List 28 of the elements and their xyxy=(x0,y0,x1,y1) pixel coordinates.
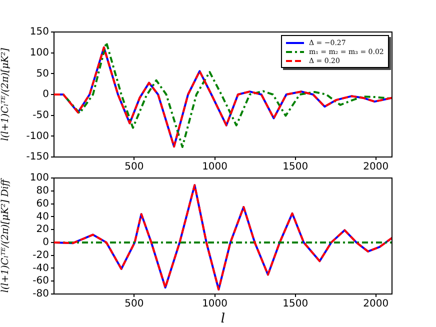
x-tick-label: 500 xyxy=(124,298,144,310)
y-tick-label: -100 xyxy=(26,130,49,142)
x-tick-label: 1000 xyxy=(202,162,228,173)
y-tick-label: 100 xyxy=(30,172,49,184)
y-tick-label: 0 xyxy=(42,237,49,248)
y-tick-label: -50 xyxy=(32,110,49,121)
y-axis-title: l(l+1)Cₗᵀᴱ/(2π)[μK²] Diff xyxy=(0,177,12,293)
y-tick-label: 0 xyxy=(42,89,49,100)
y-tick-label: 50 xyxy=(36,68,49,80)
y-tick-label: 60 xyxy=(36,198,49,210)
x-axis-title: l xyxy=(220,312,226,327)
y-axis-title: l(l+1)Cₗᵀᴱ/(2π)[μK²] xyxy=(0,48,12,141)
x-tick-label: 2000 xyxy=(363,298,389,310)
y-tick-label: -150 xyxy=(26,152,49,163)
y-tick-label: 40 xyxy=(36,211,49,222)
x-tick-label: 1500 xyxy=(282,162,308,173)
y-tick-label: -40 xyxy=(32,262,49,274)
y-tick-label: -60 xyxy=(32,276,49,287)
y-tick-label: 150 xyxy=(30,26,49,38)
y-tick-label: -20 xyxy=(32,250,49,261)
x-tick-label: 1500 xyxy=(282,298,308,310)
x-tick-label: 1000 xyxy=(202,298,228,310)
y-tick-label: 20 xyxy=(36,224,49,236)
x-tick-label: 2000 xyxy=(363,162,389,173)
x-tick-label: 500 xyxy=(124,162,144,173)
y-tick-label: 100 xyxy=(30,47,49,58)
y-tick-label: 80 xyxy=(36,185,49,196)
y-tick-label: -80 xyxy=(32,288,49,300)
